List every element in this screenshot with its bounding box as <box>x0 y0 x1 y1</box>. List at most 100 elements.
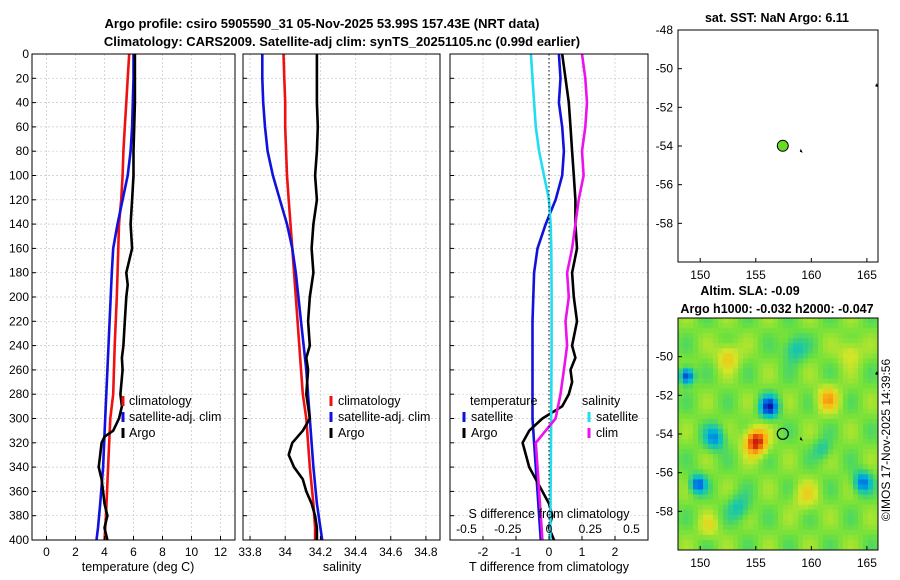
sla-heatmap-cell <box>723 348 729 354</box>
sla-heatmap-cell <box>838 489 844 495</box>
sla-heatmap-cell <box>873 393 879 400</box>
sla-heatmap-cell <box>833 474 839 480</box>
sla-heatmap-cell <box>708 524 714 531</box>
sla-heatmap-cell <box>803 398 809 405</box>
sla-heatmap-cell <box>818 418 824 425</box>
sla-heatmap-cell <box>743 408 749 415</box>
sla-heatmap-cell <box>718 413 724 420</box>
sla-heatmap-cell <box>828 343 834 349</box>
sla-heatmap-cell <box>678 408 684 415</box>
sla-heatmap-cell <box>873 529 879 536</box>
sla-heatmap-cell <box>763 378 769 384</box>
sla-heatmap-cell <box>778 333 784 339</box>
sla-heatmap-cell <box>868 413 874 420</box>
sla-heatmap-cell <box>733 464 739 470</box>
sla-heatmap-cell <box>863 499 869 506</box>
sla-heatmap-cell <box>738 363 744 369</box>
sla-heatmap-cell <box>778 318 784 324</box>
sla-heatmap-cell <box>718 464 724 470</box>
sla-heatmap-cell <box>728 413 734 420</box>
s-tick-label: 0.25 <box>579 522 603 536</box>
sla-heatmap-cell <box>758 398 764 405</box>
sla-heatmap-cell <box>748 373 754 379</box>
y-tick-label: 120 <box>9 193 29 207</box>
sla-heatmap-cell <box>713 494 719 500</box>
sla-heatmap-cell <box>728 393 734 400</box>
sla-heatmap-cell <box>773 388 779 395</box>
sla-heatmap-cell <box>738 403 744 410</box>
sla-heatmap-cell <box>713 398 719 405</box>
sla-heatmap-cell <box>698 484 704 490</box>
series-line-satellite-adj-clim <box>95 54 135 541</box>
sla-heatmap-cell <box>698 539 704 546</box>
sla-heatmap-cell <box>718 398 724 405</box>
sla-heatmap-cell <box>808 373 814 379</box>
sla-heatmap-cell <box>738 519 744 526</box>
sla-heatmap-cell <box>683 459 689 465</box>
y-tick-label: -50 <box>656 350 674 364</box>
sla-heatmap-cell <box>768 353 774 359</box>
sla-heatmap-cell <box>868 514 874 521</box>
sla-heatmap-cell <box>853 413 859 420</box>
sla-heatmap-cell <box>743 514 749 521</box>
sla-heatmap-cell <box>828 524 834 531</box>
sla-heatmap-cell <box>678 479 684 485</box>
sla-heatmap-cell <box>753 358 759 364</box>
sla-heatmap-cell <box>728 504 734 511</box>
sla-heatmap-cell <box>718 469 724 475</box>
sla-heatmap-cell <box>723 489 729 495</box>
sla-heatmap-cell <box>678 323 684 329</box>
sla-heatmap-cell <box>738 489 744 495</box>
sla-heatmap-cell <box>693 388 699 395</box>
x-tick-label: -2 <box>478 545 489 559</box>
sla-heatmap-cell <box>833 469 839 475</box>
sla-heatmap-cell <box>743 328 749 334</box>
sla-heatmap-cell <box>778 393 784 400</box>
sla-heatmap-cell <box>833 333 839 339</box>
sla-heatmap-cell <box>868 343 874 349</box>
sla-heatmap-cell <box>728 544 734 551</box>
sla-heatmap-cell <box>818 353 824 359</box>
sla-heatmap-cell <box>823 403 829 410</box>
sla-heatmap-cell <box>858 524 864 531</box>
sla-heatmap-cell <box>683 479 689 485</box>
sla-heatmap-cell <box>838 368 844 374</box>
sla-heatmap-cell <box>818 469 824 475</box>
sla-heatmap-cell <box>853 368 859 374</box>
sla-heatmap-cell <box>753 353 759 359</box>
sla-heatmap-cell <box>688 469 694 475</box>
sla-heatmap-cell <box>808 534 814 541</box>
sla-heatmap-cell <box>818 378 824 384</box>
sla-heatmap-cell <box>823 338 829 344</box>
y-tick-label: 180 <box>9 266 29 280</box>
sla-heatmap-cell <box>793 514 799 521</box>
sla-heatmap-cell <box>773 484 779 490</box>
sla-heatmap-cell <box>763 363 769 369</box>
sla-heatmap-cell <box>788 444 794 450</box>
sla-heatmap-cell <box>753 398 759 405</box>
sla-heatmap-cell <box>863 418 869 425</box>
sla-heatmap-cell <box>698 464 704 470</box>
sla-heatmap-cell <box>723 439 729 445</box>
sla-heatmap-cell <box>843 393 849 400</box>
x-tick-label: 10 <box>185 545 199 559</box>
sla-heatmap-cell <box>863 368 869 374</box>
sla-heatmap-cell <box>698 469 704 475</box>
sla-heatmap-cell <box>748 494 754 500</box>
sla-heatmap-cell <box>828 408 834 415</box>
sla-heatmap-cell <box>763 418 769 425</box>
sla-heatmap-cell <box>818 363 824 369</box>
sla-heatmap-cell <box>853 509 859 516</box>
sla-heatmap-cell <box>783 368 789 374</box>
sla-heatmap-cell <box>713 454 719 460</box>
sla-heatmap-cell <box>863 378 869 384</box>
sla-heatmap-cell <box>848 459 854 465</box>
sla-heatmap-cell <box>723 504 729 511</box>
sla-heatmap-cell <box>808 499 814 506</box>
sla-heatmap-cell <box>703 519 709 526</box>
sla-heatmap-cell <box>768 459 774 465</box>
sla-heatmap-cell <box>793 418 799 425</box>
sla-heatmap-cell <box>678 474 684 480</box>
sla-heatmap-cell <box>688 393 694 400</box>
sla-heatmap-cell <box>793 469 799 475</box>
